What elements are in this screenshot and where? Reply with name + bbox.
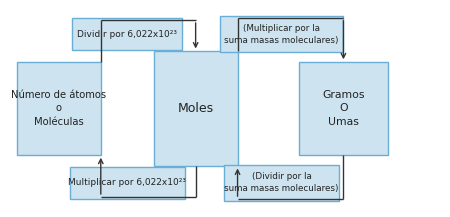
Text: Multiplicar por 6,022x10²³: Multiplicar por 6,022x10²³: [68, 178, 186, 187]
Text: (Multiplicar por la
suma masas moleculares): (Multiplicar por la suma masas molecular…: [225, 24, 339, 44]
FancyBboxPatch shape: [154, 51, 238, 166]
Text: Dividir por 6,022x10²³: Dividir por 6,022x10²³: [77, 30, 177, 39]
Text: Número de átomos
o
Moléculas: Número de átomos o Moléculas: [11, 90, 107, 127]
FancyBboxPatch shape: [224, 164, 339, 201]
FancyBboxPatch shape: [70, 167, 184, 199]
FancyBboxPatch shape: [17, 62, 101, 155]
Text: Gramos
O
Umas: Gramos O Umas: [322, 90, 364, 127]
FancyBboxPatch shape: [299, 62, 387, 155]
FancyBboxPatch shape: [220, 16, 343, 53]
Text: (Dividir por la
suma masas moleculares): (Dividir por la suma masas moleculares): [225, 173, 339, 193]
Text: Moles: Moles: [178, 102, 214, 115]
FancyBboxPatch shape: [72, 18, 182, 50]
